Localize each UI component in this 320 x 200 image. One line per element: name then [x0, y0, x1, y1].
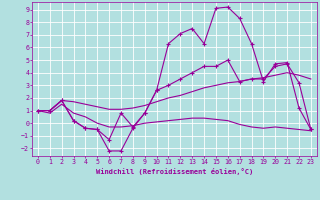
- X-axis label: Windchill (Refroidissement éolien,°C): Windchill (Refroidissement éolien,°C): [96, 168, 253, 175]
